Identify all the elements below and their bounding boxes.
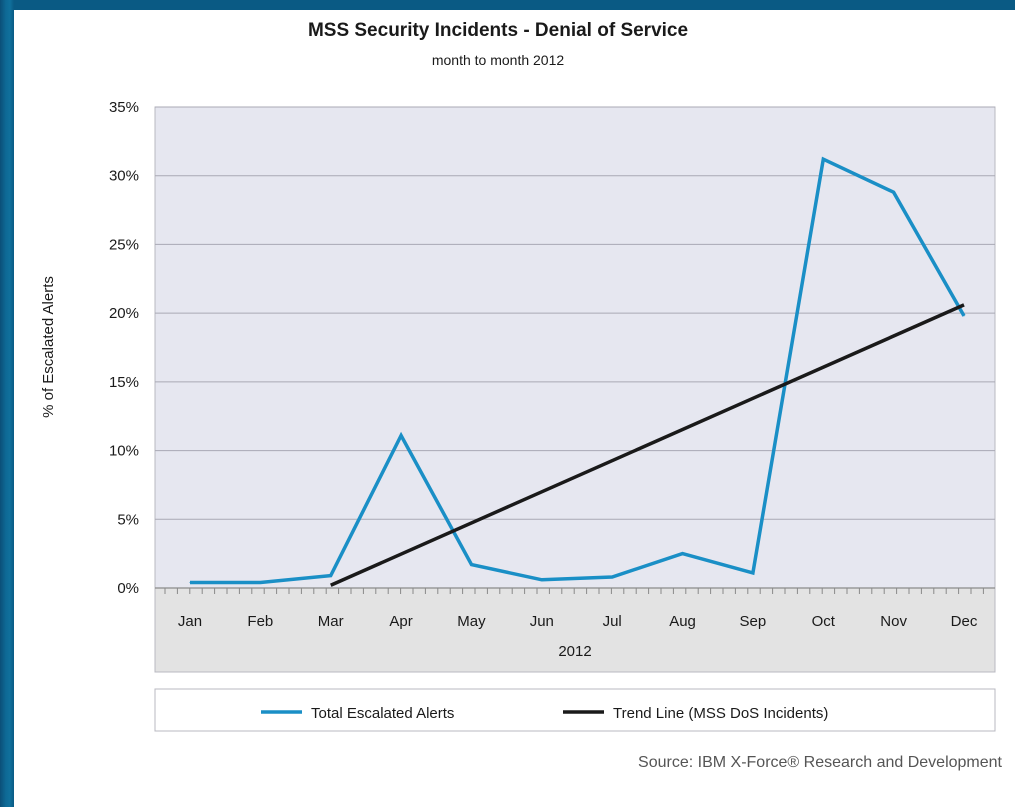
legend: Total Escalated Alerts Trend Line (MSS Do… xyxy=(154,688,996,732)
legend-box xyxy=(154,688,996,732)
y-tick-label: 20% xyxy=(109,305,139,322)
x-tick-label: Jan xyxy=(178,613,202,630)
x-axis-title: 2012 xyxy=(558,643,591,660)
x-tick-label: Dec xyxy=(951,613,978,630)
y-axis-title: % of Escalated Alerts xyxy=(40,276,57,418)
x-tick-label: May xyxy=(457,613,486,630)
y-tick-label: 0% xyxy=(117,580,139,597)
x-axis-band xyxy=(154,587,996,673)
data-point xyxy=(330,575,332,577)
y-axis-ticks: 0% 5% 10% 15% 20% 25% 30% 35% xyxy=(109,99,139,597)
x-axis-ticks: Jan Feb Mar Apr May Jun Jul Aug Sep Oct Nov Dec xyxy=(155,587,995,630)
data-point xyxy=(470,564,472,566)
data-point xyxy=(752,572,754,574)
data-point xyxy=(611,576,613,578)
x-tick-label: Sep xyxy=(740,613,767,630)
data-point xyxy=(189,582,191,584)
x-tick-label: Mar xyxy=(318,613,344,630)
data-point xyxy=(963,315,965,317)
data-point xyxy=(893,191,895,193)
x-axis-background xyxy=(154,587,996,673)
gridlines xyxy=(155,106,995,520)
x-tick-label: Oct xyxy=(812,613,836,630)
legend-label: Total Escalated Alerts xyxy=(311,705,454,722)
data-point xyxy=(400,434,402,436)
y-tick-label: 35% xyxy=(109,99,139,116)
legend-label: Trend Line (MSS DoS Incidents) xyxy=(613,705,828,722)
plot-background xyxy=(154,106,996,589)
x-tick-label: Jun xyxy=(530,613,554,630)
series-layer xyxy=(189,156,966,587)
x-tick-label: Apr xyxy=(389,613,412,630)
x-tick-label: Feb xyxy=(247,613,273,630)
plot-area xyxy=(154,106,996,589)
y-tick-label: 10% xyxy=(109,443,139,460)
data-point xyxy=(541,579,543,581)
y-tick-label: 5% xyxy=(117,511,139,528)
chart-subtitle: month to month 2012 xyxy=(431,52,565,68)
x-tick-label: Nov xyxy=(880,613,907,630)
data-point xyxy=(822,158,824,160)
series-line-total-escalated-alerts xyxy=(190,156,966,585)
y-tick-label: 15% xyxy=(109,374,139,391)
source-note: Source: IBM X-Force® Research and Develo… xyxy=(638,754,1002,771)
series-line-trend xyxy=(330,303,965,587)
chart-title: MSS Security Incidents - Denial of Servi… xyxy=(307,20,689,41)
x-tick-label: Jul xyxy=(603,613,622,630)
x-tick-label: Aug xyxy=(669,613,696,630)
data-point xyxy=(682,553,684,555)
y-tick-label: 25% xyxy=(109,236,139,253)
y-tick-label: 30% xyxy=(109,168,139,185)
data-point xyxy=(259,582,261,584)
